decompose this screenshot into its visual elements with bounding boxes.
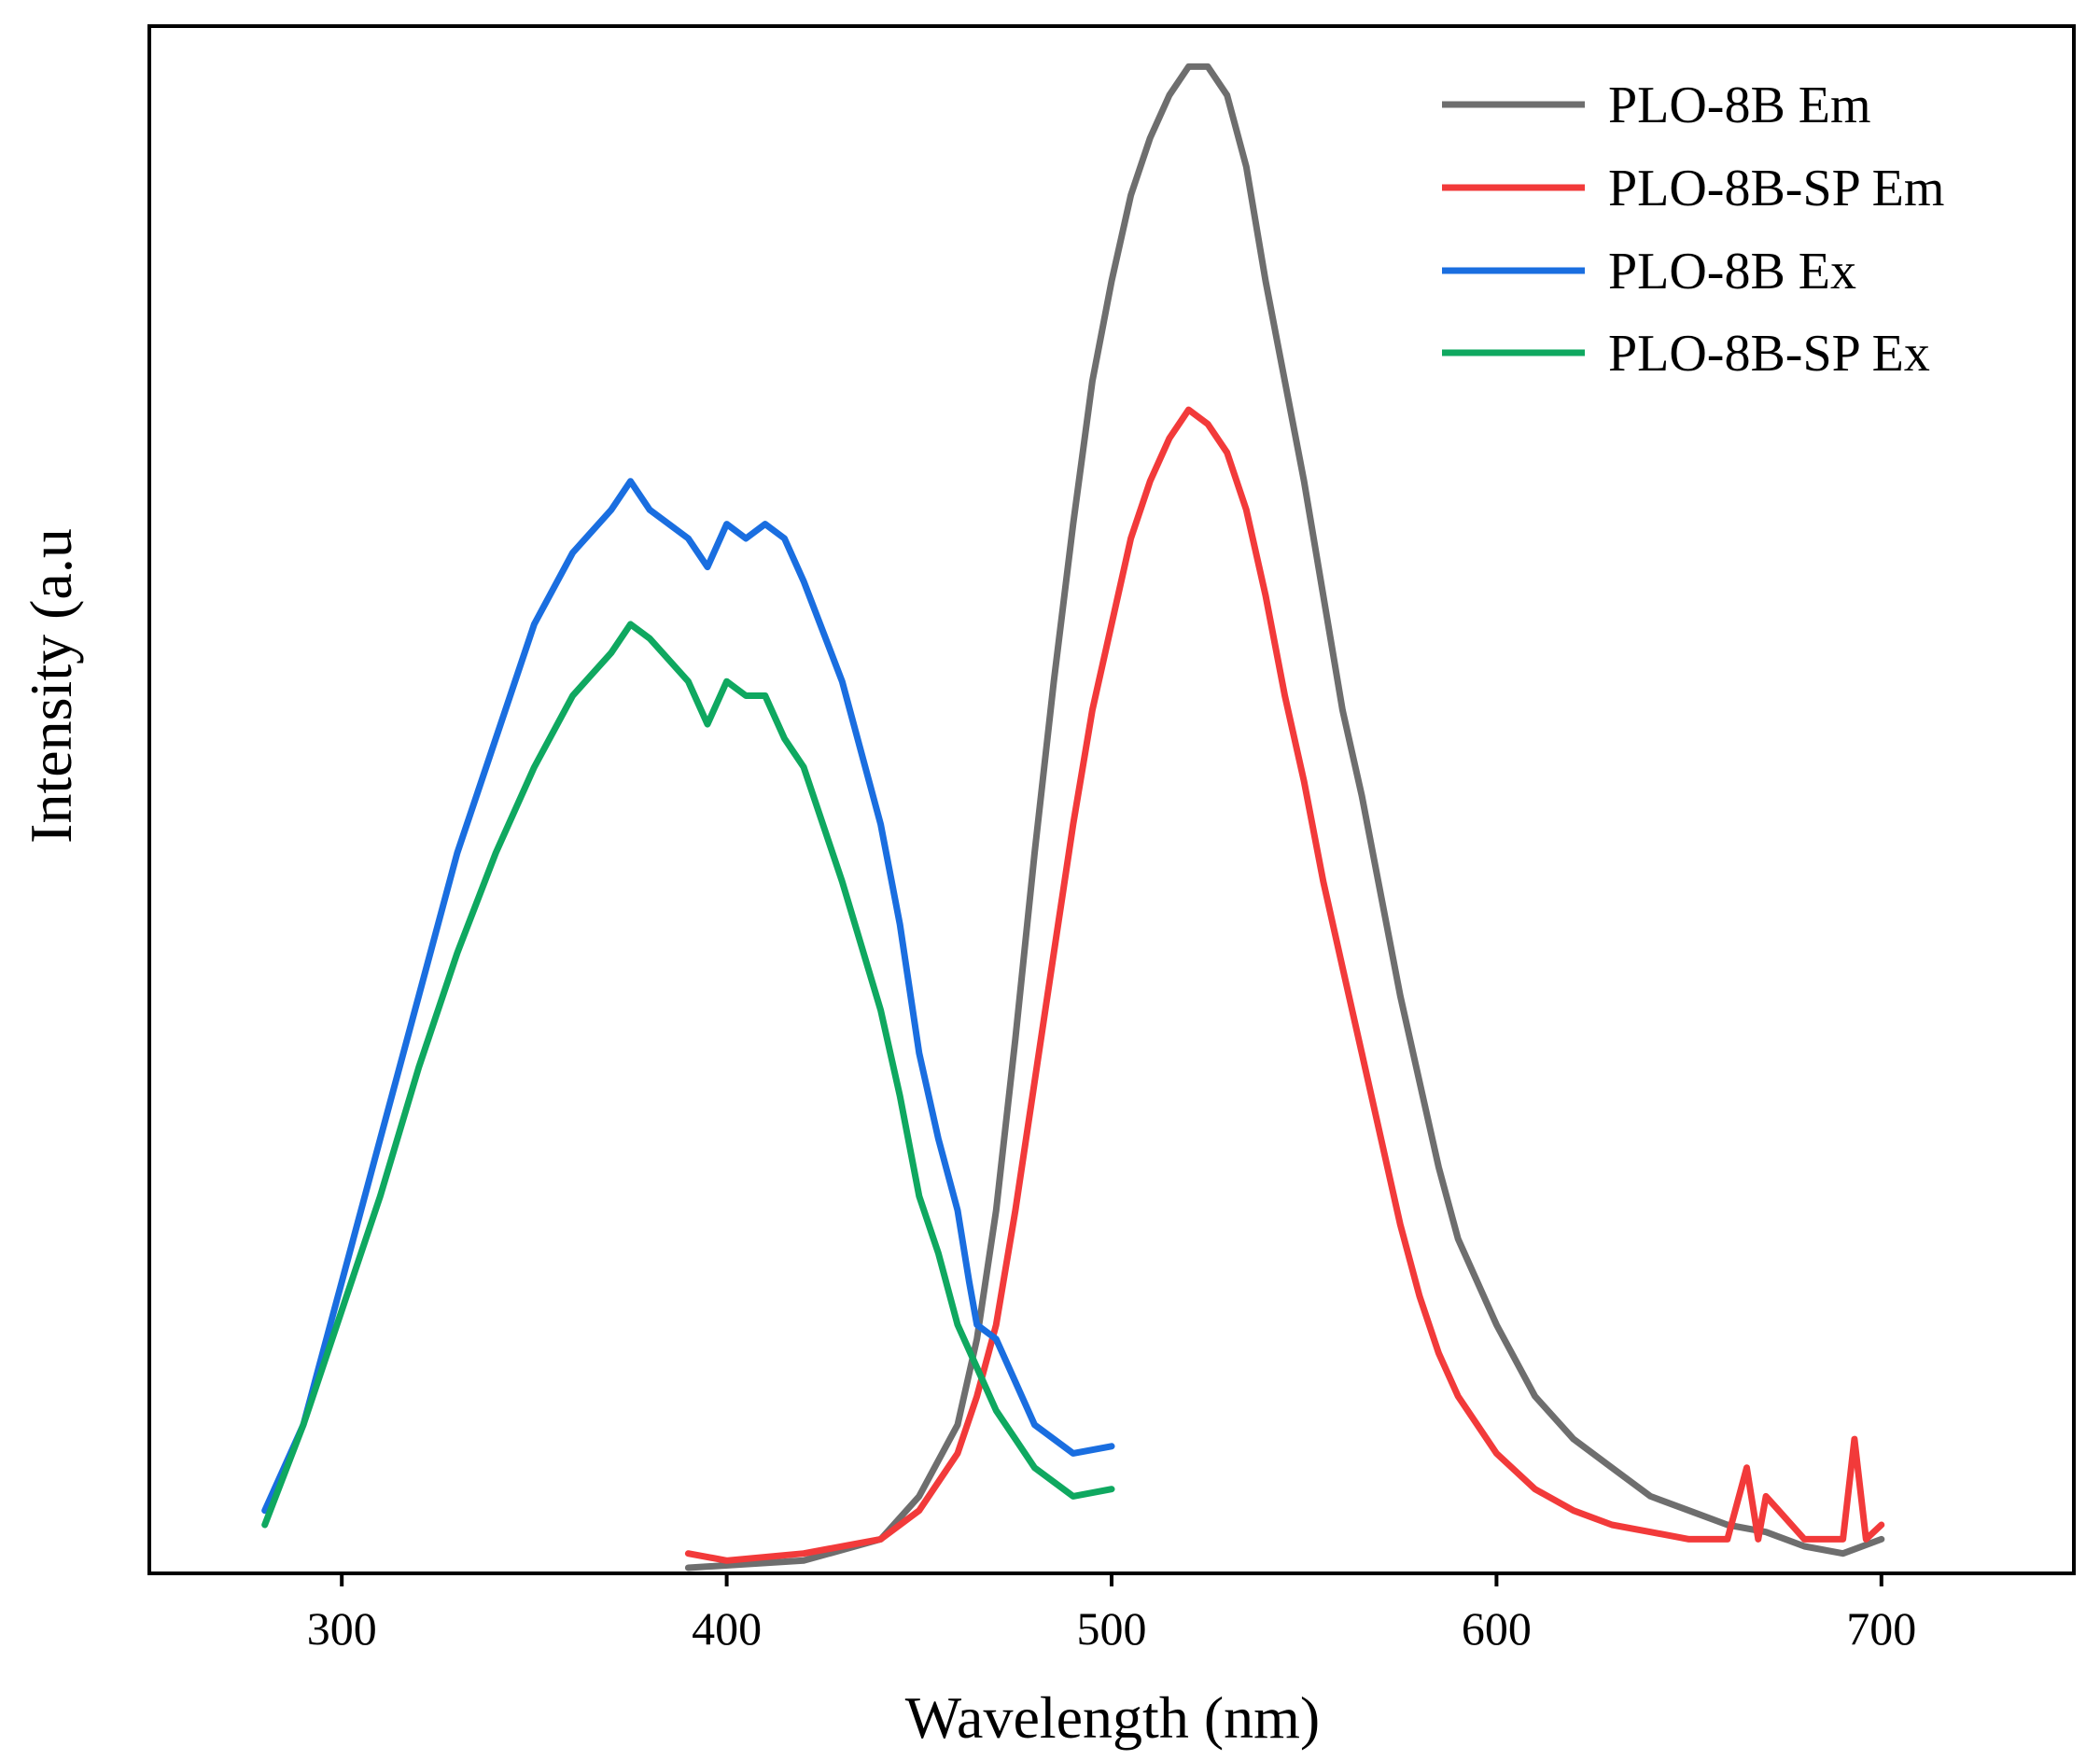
y-axis-title: Intensity (a.u	[18, 528, 84, 844]
series-line-plo-8b-sp-ex	[261, 621, 1115, 1529]
legend-label-plo-8b-ex: PLO-8B Ex	[1608, 243, 1856, 300]
legend-label-plo-8b-sp-ex: PLO-8B-SP Ex	[1608, 325, 1930, 383]
x-tick-label-700: 700	[1846, 1602, 1916, 1655]
legend-label-plo-8b-sp-em: PLO-8B-SP Em	[1608, 160, 1944, 217]
x-ticks: 300 400 500 600 700	[307, 1573, 1916, 1655]
x-tick-label-300: 300	[307, 1602, 377, 1655]
x-tick-label-500: 500	[1077, 1602, 1147, 1655]
legend: PLO-8B Em PLO-8B-SP Em PLO-8B Ex PLO-8B-…	[1442, 77, 1944, 383]
series-line-plo-8b-ex	[261, 478, 1115, 1515]
x-tick-label-600: 600	[1462, 1602, 1532, 1655]
series-line-plo-8b-em	[684, 63, 1885, 1571]
series-line-plo-8b-sp-em	[684, 406, 1885, 1564]
legend-label-plo-8b-em: PLO-8B Em	[1608, 77, 1871, 134]
series-layer	[261, 63, 1885, 1571]
x-tick-label-400: 400	[692, 1602, 762, 1655]
x-axis-title: Wavelength (nm)	[905, 1684, 1320, 1751]
